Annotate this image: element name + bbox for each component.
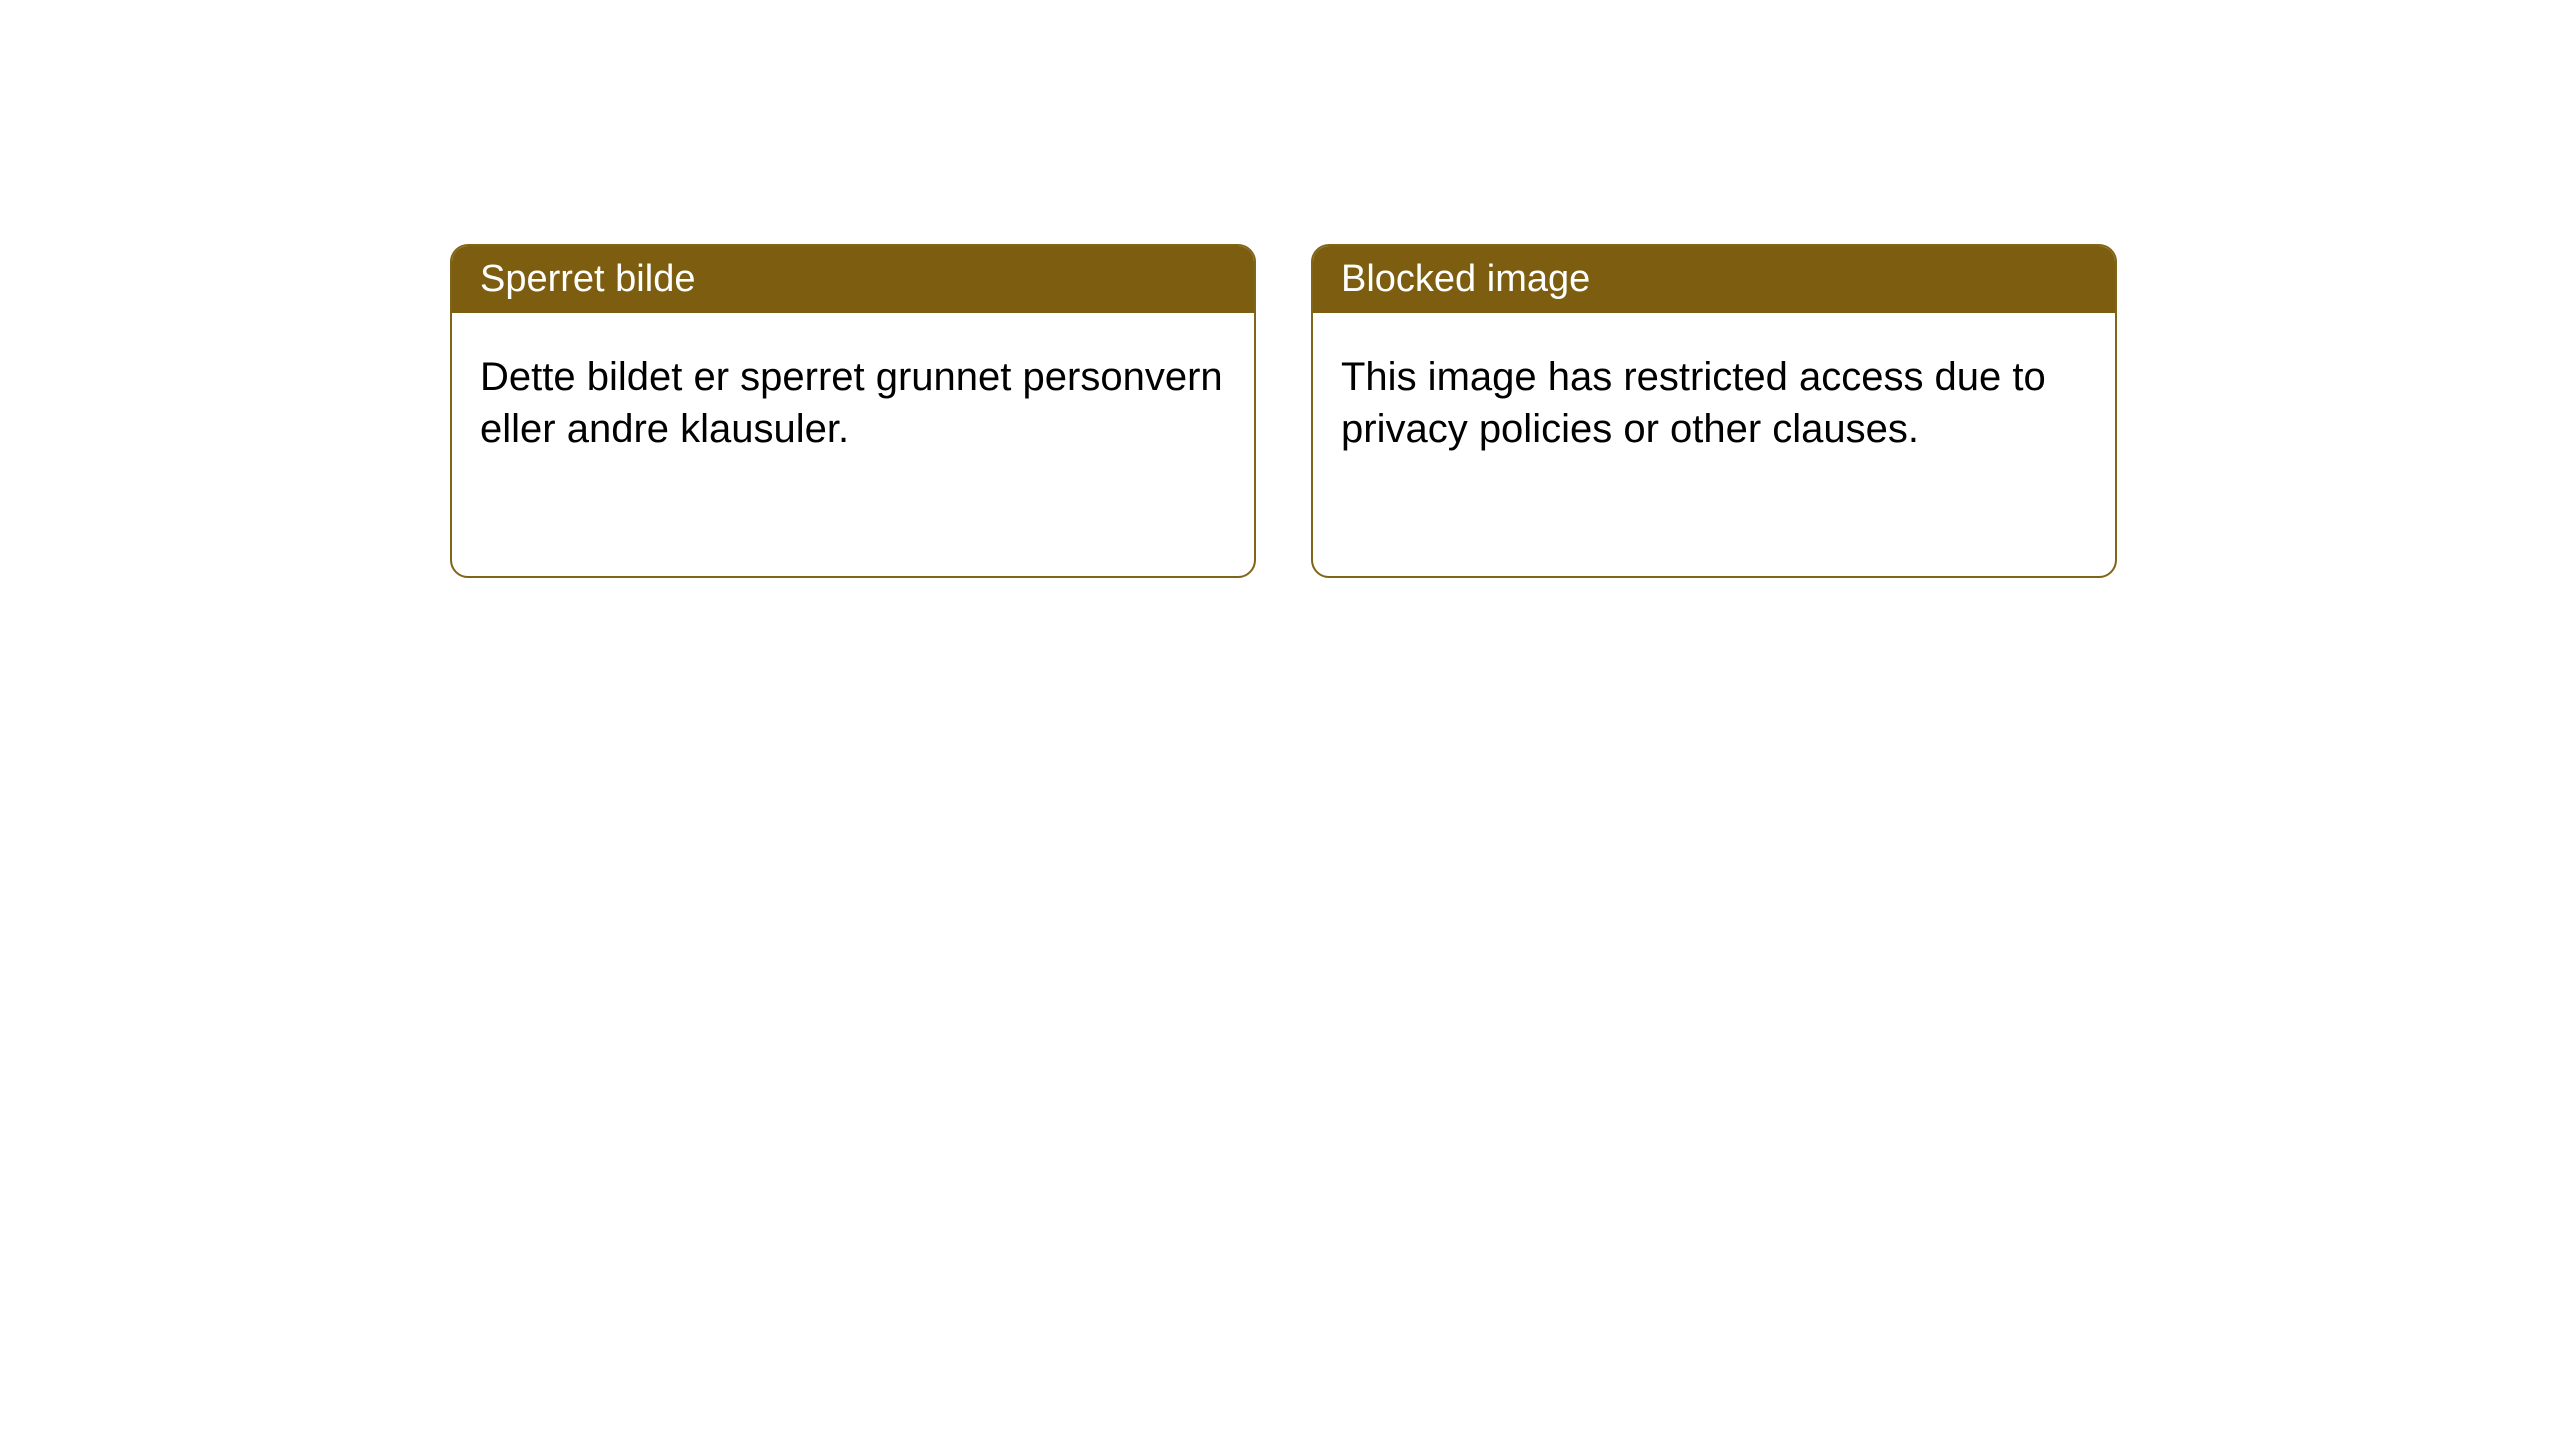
notice-message-norwegian: Dette bildet er sperret grunnet personve… bbox=[452, 313, 1254, 493]
notice-box-norwegian: Sperret bilde Dette bildet er sperret gr… bbox=[450, 244, 1256, 578]
notice-title-norwegian: Sperret bilde bbox=[452, 246, 1254, 313]
notice-title-english: Blocked image bbox=[1313, 246, 2115, 313]
notice-container: Sperret bilde Dette bildet er sperret gr… bbox=[450, 244, 2117, 578]
notice-message-english: This image has restricted access due to … bbox=[1313, 313, 2115, 493]
notice-box-english: Blocked image This image has restricted … bbox=[1311, 244, 2117, 578]
